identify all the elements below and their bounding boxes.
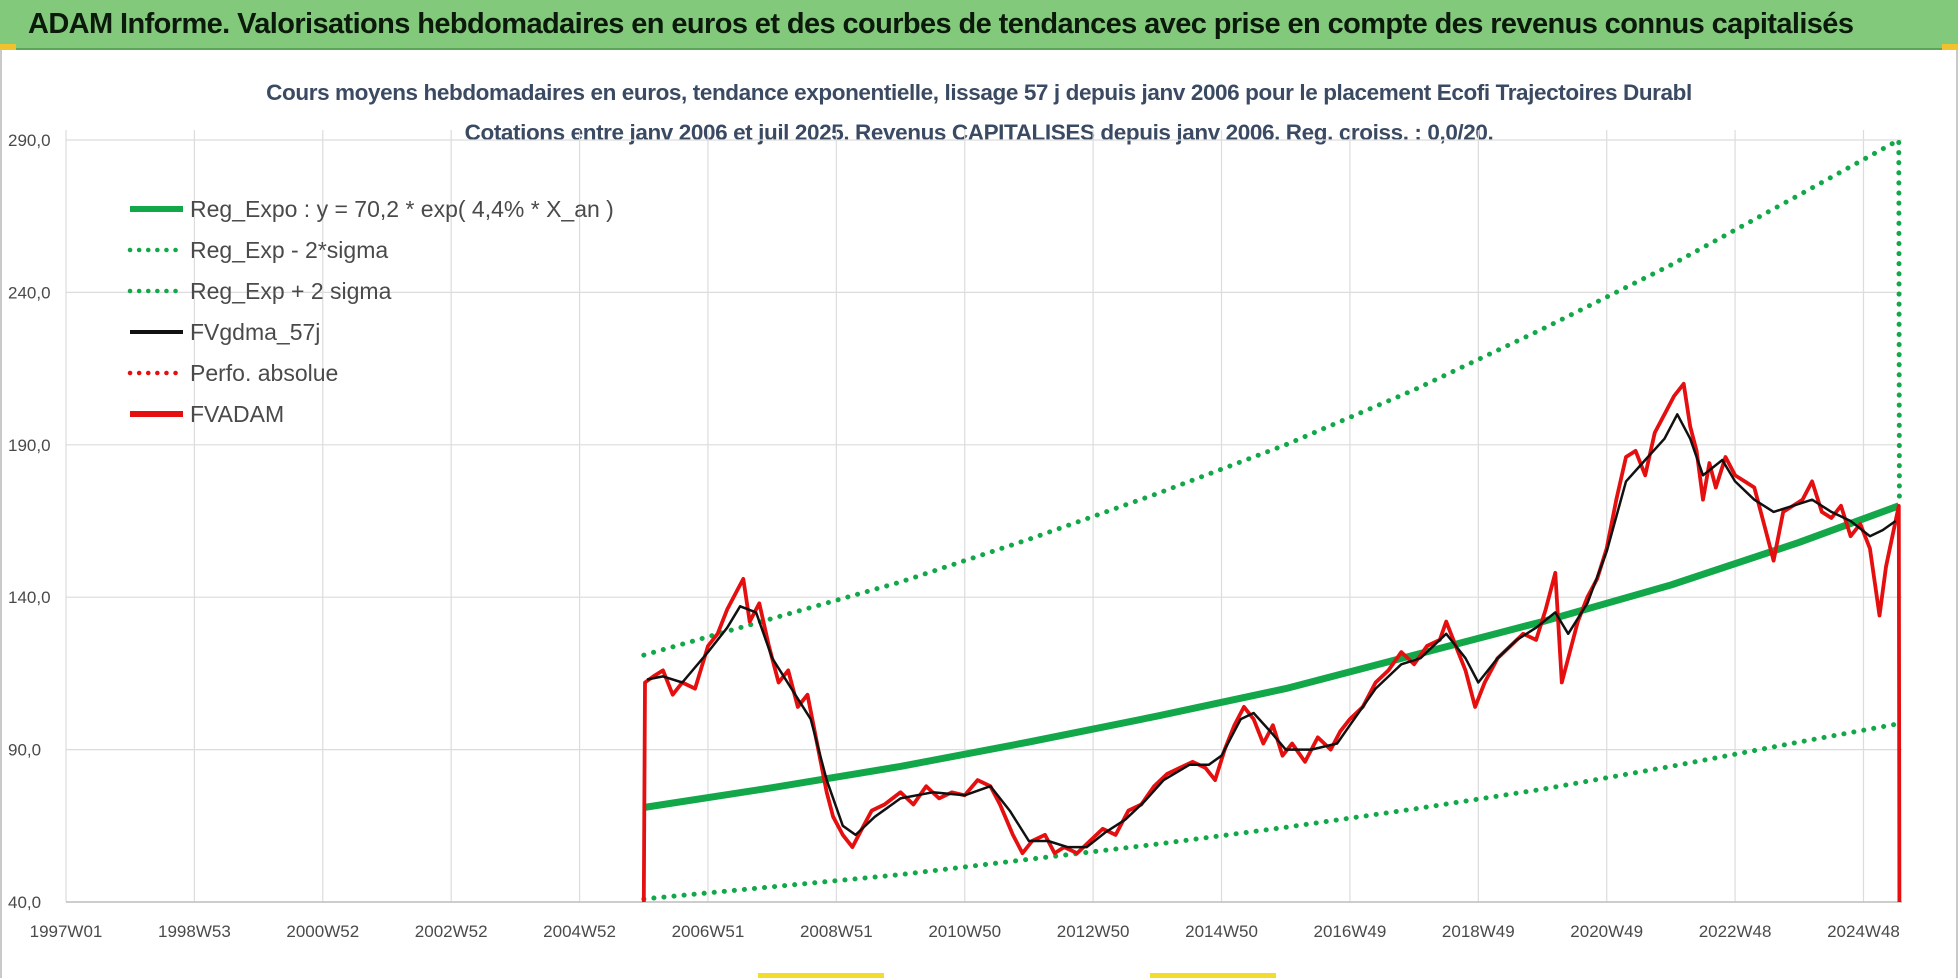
- series-layer: [641, 137, 1902, 903]
- x-tick-label: 2018W49: [1442, 922, 1515, 941]
- y-tick-label: 40,0: [8, 893, 41, 912]
- report-banner-title: ADAM Informe. Valorisations hebdomadaire…: [28, 8, 1854, 40]
- x-tick-label: 1997W01: [30, 922, 103, 941]
- legend-label: Reg_Exp - 2*sigma: [190, 237, 388, 263]
- legend-label: Reg_Expo : y = 70,2 * exp( 4,4% * X_an ): [190, 196, 614, 222]
- series-line-5: [641, 381, 1902, 903]
- y-tick-label: 90,0: [8, 741, 41, 760]
- x-tick-label: 1998W53: [158, 922, 231, 941]
- x-tick-label: 2008W51: [800, 922, 873, 941]
- series-line-2: [641, 137, 1902, 658]
- series-line-1: [641, 721, 1902, 902]
- x-tick-label: 2020W49: [1570, 922, 1643, 941]
- x-tick-label: 2000W52: [286, 922, 359, 941]
- x-tick-label: 2014W50: [1185, 922, 1258, 941]
- y-tick-label: 140,0: [8, 588, 51, 607]
- x-tick-label: 2016W49: [1314, 922, 1387, 941]
- banner-corner-right: [1942, 44, 1958, 50]
- x-tick-label: 2022W48: [1699, 922, 1772, 941]
- y-axis-ticks: 40,0 90,0 140,0 190,0 240,0 290,0: [8, 131, 51, 912]
- x-tick-label: 2012W50: [1057, 922, 1130, 941]
- chart-title: Cours moyens hebdomadaires en euros, ten…: [266, 80, 1692, 105]
- x-tick-label: 2004W52: [543, 922, 616, 941]
- x-tick-label: 2024W48: [1827, 922, 1900, 941]
- y-tick-label: 240,0: [8, 283, 51, 302]
- chart-legend: Reg_Expo : y = 70,2 * exp( 4,4% * X_an )…: [127, 196, 614, 427]
- series-line-0: [643, 502, 1901, 811]
- legend-label: FVgdma_57j: [190, 319, 320, 345]
- x-tick-label: 2002W52: [415, 922, 488, 941]
- x-tick-label: 2010W50: [928, 922, 1001, 941]
- y-tick-label: 290,0: [8, 131, 51, 150]
- bottom-marker: [1150, 973, 1276, 978]
- x-axis-ticks: 1997W01 1998W53 2000W52 2002W52 2004W52 2006W…: [30, 922, 1900, 941]
- legend-label: FVADAM: [190, 401, 284, 427]
- chart-grid: [65, 130, 1902, 903]
- banner-corner-left: [0, 44, 16, 50]
- bottom-marker: [758, 973, 884, 978]
- legend-label: Perfo. absolue: [190, 360, 338, 386]
- legend-label: Reg_Exp + 2 sigma: [190, 278, 392, 304]
- chart-subtitle: Cotations entre janv 2006 et juil 2025. …: [464, 120, 1494, 145]
- x-tick-label: 2006W51: [672, 922, 745, 941]
- series-line-3: [646, 413, 1897, 849]
- report-banner: ADAM Informe. Valorisations hebdomadaire…: [0, 0, 1958, 50]
- y-tick-label: 190,0: [8, 436, 51, 455]
